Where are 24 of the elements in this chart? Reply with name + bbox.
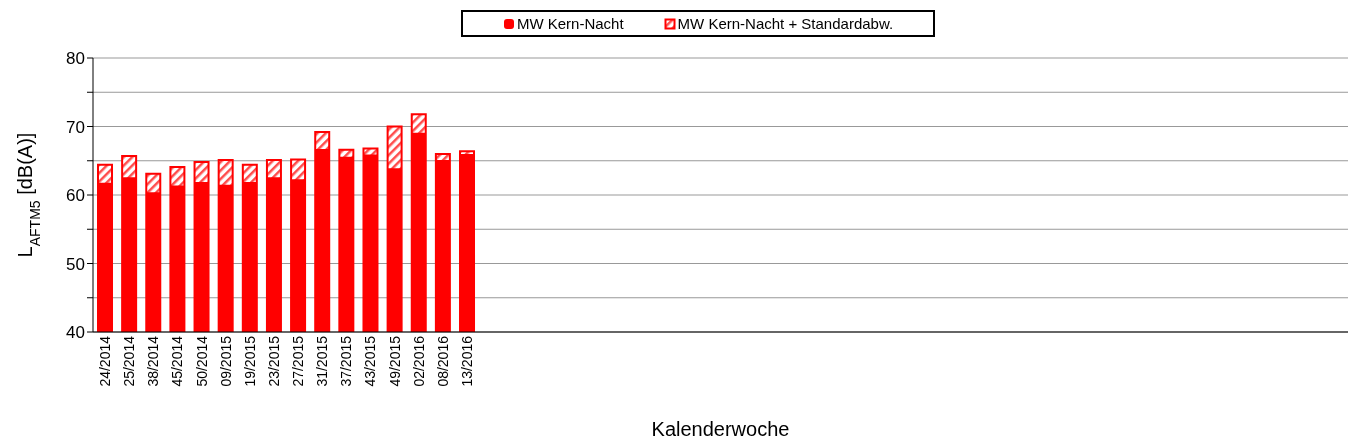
- x-tick-label: 23/2015: [265, 335, 282, 387]
- legend-label: MW Kern-Nacht: [515, 15, 624, 32]
- x-tick-label: 31/2015: [314, 335, 331, 387]
- x-tick-label: 27/2015: [290, 335, 307, 387]
- x-tick-label: 43/2015: [362, 335, 379, 387]
- y-tick-label: 80: [66, 49, 85, 69]
- x-tick-label: 08/2016: [434, 335, 451, 387]
- x-tick-label: 19/2015: [241, 335, 258, 387]
- x-tick-label: 45/2014: [169, 335, 186, 387]
- x-tick-label: 09/2015: [217, 335, 234, 387]
- x-tick-label: 25/2014: [121, 335, 138, 387]
- x-tick-label: 38/2014: [145, 335, 162, 387]
- x-tick-label: 50/2014: [193, 335, 210, 387]
- x-tick-label: 24/2014: [97, 335, 114, 387]
- x-tick-label: 49/2015: [386, 335, 403, 387]
- legend-label: MW Kern-Nacht + Standardabw.: [676, 15, 894, 32]
- x-tick-label: 02/2016: [410, 335, 427, 387]
- y-tick-label: 70: [66, 117, 85, 137]
- y-tick-label: 50: [66, 254, 85, 274]
- x-axis-title: Kalenderwoche: [651, 418, 790, 440]
- x-tick-label: 13/2016: [459, 335, 476, 387]
- y-tick-label: 60: [66, 186, 85, 206]
- x-tick-label: 37/2015: [338, 335, 355, 387]
- y-tick-label: 40: [66, 323, 85, 343]
